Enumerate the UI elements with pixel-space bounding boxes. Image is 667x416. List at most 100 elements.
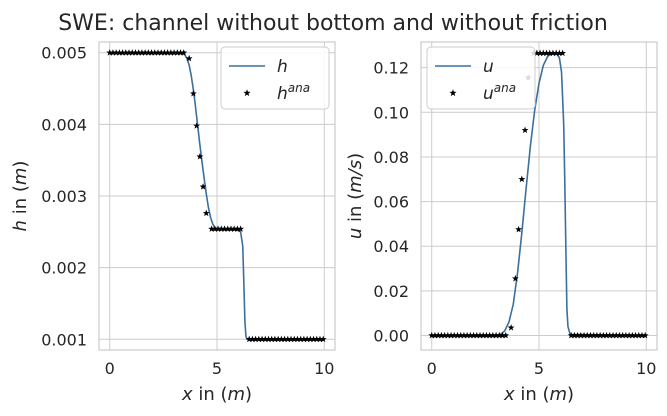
data-point xyxy=(515,225,523,233)
data-point xyxy=(441,331,449,339)
data-point xyxy=(473,331,481,339)
data-point xyxy=(593,331,601,339)
data-point xyxy=(173,49,181,56)
data-point xyxy=(277,335,285,343)
data-point xyxy=(151,49,159,56)
legend-label: h xyxy=(277,57,288,77)
series-line-u xyxy=(431,52,647,337)
data-point xyxy=(616,331,623,339)
legend-label: u xyxy=(483,57,494,77)
data-point xyxy=(428,331,436,339)
data-point xyxy=(457,331,465,339)
data-point xyxy=(543,49,550,57)
chart-u: 0 5 10 0.00 0.02 0.04 0.06 0.08 0.10 0.12 x in (m)… xyxy=(345,41,658,405)
x-tick-label: 5 xyxy=(534,359,544,378)
data-point xyxy=(221,225,228,232)
data-point xyxy=(507,324,515,331)
data-point xyxy=(265,335,272,343)
data-point xyxy=(135,49,143,56)
data-point xyxy=(628,331,636,339)
y-tick-label: 0.06 xyxy=(373,193,409,212)
data-point xyxy=(463,331,471,339)
data-point xyxy=(290,335,298,343)
series-scatter-u-ana xyxy=(428,49,649,339)
data-point xyxy=(502,331,510,339)
y-tick-label: 0.002 xyxy=(41,259,87,278)
data-point xyxy=(281,335,289,343)
data-point xyxy=(300,335,308,343)
data-point xyxy=(161,49,168,56)
data-point xyxy=(495,331,503,339)
data-point xyxy=(157,49,165,56)
data-point xyxy=(214,225,222,232)
legend: h hana xyxy=(220,46,330,110)
data-point xyxy=(622,331,630,339)
data-point xyxy=(230,225,238,232)
data-point xyxy=(141,49,149,56)
x-tick-label: 0 xyxy=(427,359,437,378)
data-point xyxy=(252,335,260,343)
data-point xyxy=(106,49,114,56)
y-tick-label: 0.08 xyxy=(373,148,409,167)
chart-h: 0 5 10 0.001 0.002 0.003 0.004 0.005 x in (m) h i… xyxy=(10,41,336,405)
data-point xyxy=(224,225,232,232)
data-point xyxy=(536,49,544,57)
data-point xyxy=(274,335,282,343)
y-tick-label: 0.00 xyxy=(373,326,409,345)
data-point xyxy=(233,225,241,232)
data-point xyxy=(549,49,557,57)
data-point xyxy=(189,89,197,97)
data-point xyxy=(313,335,321,343)
data-point xyxy=(533,49,541,57)
data-point xyxy=(590,331,598,339)
data-point xyxy=(489,331,497,339)
data-point xyxy=(559,49,567,57)
y-tick-label: 0.003 xyxy=(41,187,87,206)
data-point xyxy=(518,175,526,183)
data-point xyxy=(431,331,439,339)
data-point xyxy=(580,331,588,339)
legend-marker-swatch xyxy=(449,89,457,97)
data-point xyxy=(599,331,607,339)
data-point xyxy=(460,331,468,339)
data-point xyxy=(138,49,146,56)
data-point xyxy=(603,331,611,339)
data-point xyxy=(454,331,461,339)
y-tick-label: 0.005 xyxy=(41,44,87,63)
data-point xyxy=(638,331,646,339)
data-point xyxy=(444,331,452,339)
data-point xyxy=(115,49,123,56)
data-point xyxy=(612,331,620,339)
data-point xyxy=(306,335,314,343)
data-point xyxy=(119,49,127,56)
data-point xyxy=(193,122,201,129)
data-point xyxy=(248,335,256,343)
data-point xyxy=(587,331,594,339)
plot-frame xyxy=(98,41,336,351)
data-point xyxy=(583,331,591,339)
data-point xyxy=(570,331,578,339)
data-point xyxy=(434,331,442,339)
data-point xyxy=(619,331,627,339)
figure-title: SWE: channel without bottom and without … xyxy=(58,11,608,36)
data-point xyxy=(492,331,500,339)
data-point xyxy=(450,331,458,339)
data-point xyxy=(437,331,445,339)
data-point xyxy=(144,49,152,56)
y-tick-label: 0.12 xyxy=(373,59,409,78)
data-point xyxy=(625,331,633,339)
data-point xyxy=(271,335,279,343)
data-point xyxy=(596,331,604,339)
data-point xyxy=(303,335,311,343)
data-point xyxy=(167,49,175,56)
data-point xyxy=(202,209,210,217)
data-point xyxy=(284,335,292,343)
y-axis-label: u in (m/s) xyxy=(345,153,366,239)
data-point xyxy=(609,331,617,339)
data-point xyxy=(483,331,490,339)
data-point xyxy=(499,331,506,339)
series-scatter-h-ana xyxy=(106,49,327,343)
data-point xyxy=(447,331,455,339)
data-point xyxy=(521,126,529,134)
data-point xyxy=(574,331,582,339)
